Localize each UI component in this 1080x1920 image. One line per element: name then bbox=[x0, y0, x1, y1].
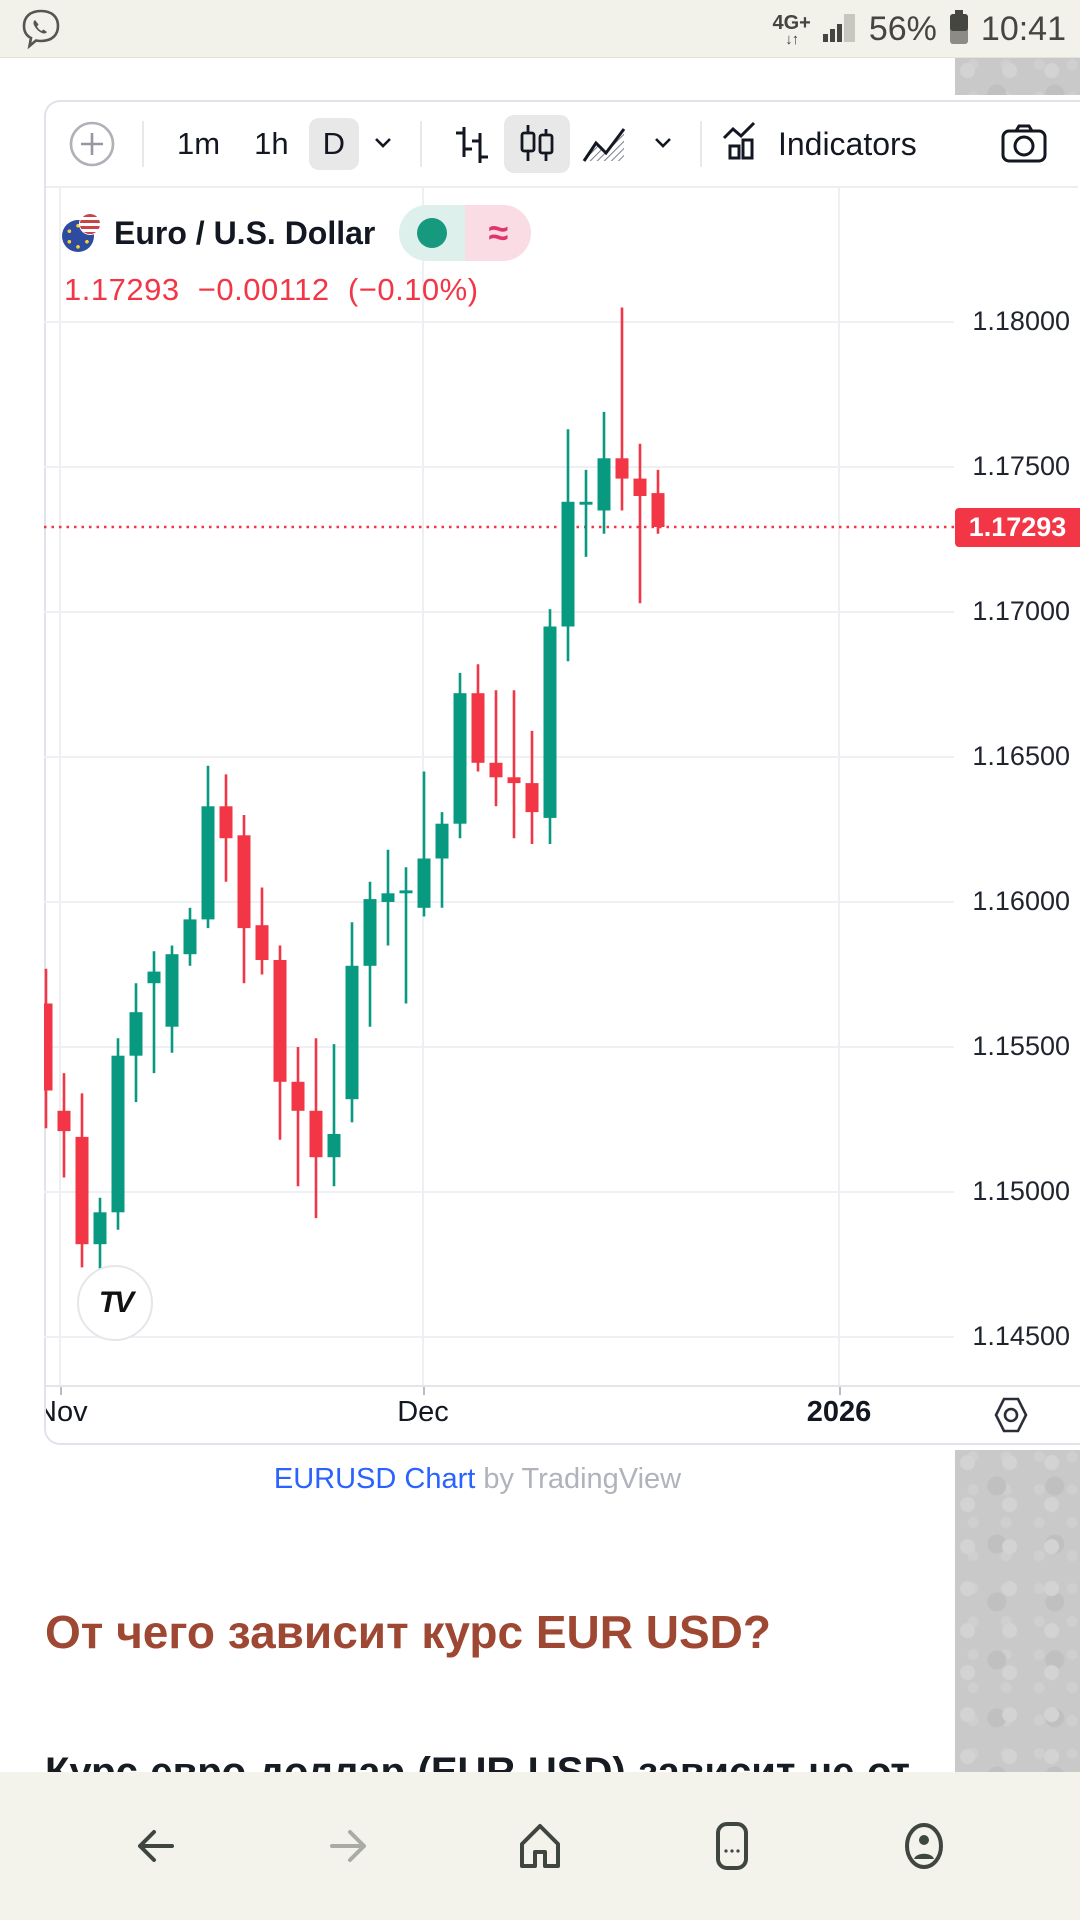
price-axis-label: 1.17500 bbox=[972, 451, 1070, 481]
market-open-dot-icon bbox=[417, 218, 448, 248]
interval-daily-button[interactable]: D bbox=[308, 118, 359, 170]
chevron-down-icon[interactable] bbox=[648, 127, 678, 162]
price-axis-label: 1.18000 bbox=[972, 306, 1070, 336]
price-axis-label: 1.14500 bbox=[972, 1321, 1070, 1351]
price-axis-label: 1.17000 bbox=[972, 596, 1070, 626]
last-price: 1.17293 bbox=[64, 272, 180, 307]
status-bar: 4G+ ↓↑ 56% 10:41 bbox=[0, 0, 1080, 58]
page-background-texture bbox=[955, 58, 1080, 95]
battery-icon bbox=[947, 7, 971, 52]
candlestick-chart[interactable] bbox=[44, 188, 1080, 1385]
network-type-indicator: 4G+ ↓↑ bbox=[772, 12, 811, 48]
price-axis-label: 1.16500 bbox=[972, 741, 1070, 771]
chart-toolbar: 1m 1h D bbox=[46, 102, 1078, 186]
viber-icon bbox=[18, 6, 64, 57]
last-price-badge: 1.17293 bbox=[955, 508, 1080, 548]
symbol-header[interactable]: Euro / U.S. Dollar ≈ bbox=[62, 205, 532, 261]
interval-1h-button[interactable]: 1h bbox=[254, 126, 289, 161]
back-arrow-icon[interactable] bbox=[126, 1816, 186, 1876]
time-axis-line bbox=[46, 1385, 1080, 1387]
eurusd-chart-link[interactable]: EURUSD Chart bbox=[273, 1463, 476, 1495]
time-axis-label: 2026 bbox=[806, 1396, 872, 1428]
time-axis-label: Dec bbox=[397, 1396, 449, 1428]
home-icon[interactable] bbox=[510, 1816, 570, 1876]
divider bbox=[46, 186, 1078, 188]
indicators-icon bbox=[718, 116, 766, 172]
price-change-row: 1.17293 −0.00112 (−0.10%) bbox=[64, 272, 479, 308]
price-change: −0.00112 bbox=[197, 272, 330, 307]
candles-style-icon[interactable] bbox=[503, 115, 570, 173]
tradingview-widget bbox=[44, 100, 1080, 1445]
clock: 10:41 bbox=[980, 9, 1066, 48]
area-style-icon[interactable] bbox=[570, 115, 642, 173]
article-heading: От чего зависит курс EUR USD? bbox=[45, 1606, 771, 1658]
time-axis-tick bbox=[423, 1387, 425, 1395]
profile-icon[interactable] bbox=[894, 1816, 954, 1876]
tabs-icon[interactable] bbox=[702, 1816, 762, 1876]
price-axis-label: 1.15500 bbox=[972, 1031, 1070, 1061]
divider bbox=[699, 121, 702, 167]
divider bbox=[142, 121, 144, 167]
forward-arrow-icon[interactable] bbox=[318, 1816, 378, 1876]
caption-attribution: by TradingView bbox=[475, 1463, 682, 1495]
page-background-texture bbox=[955, 1450, 1080, 1772]
symbol-name: Euro / U.S. Dollar bbox=[114, 214, 376, 251]
bars-style-icon[interactable] bbox=[438, 115, 504, 173]
eurusd-flag-icon bbox=[62, 214, 100, 252]
indicators-button[interactable]: Indicators bbox=[718, 116, 917, 172]
chart-settings-gear-icon[interactable] bbox=[988, 1392, 1034, 1443]
divider bbox=[419, 121, 422, 167]
add-symbol-button[interactable] bbox=[58, 114, 126, 174]
browser-nav-bar bbox=[0, 1772, 1080, 1920]
battery-percent: 56% bbox=[868, 9, 937, 48]
interval-1m-button[interactable]: 1m bbox=[177, 126, 221, 161]
price-axis-label: 1.15000 bbox=[972, 1176, 1070, 1206]
price-axis-label: 1.16000 bbox=[972, 886, 1070, 916]
time-axis-tick bbox=[60, 1387, 62, 1395]
approx-price-icon: ≈ bbox=[465, 205, 532, 261]
chevron-down-icon[interactable] bbox=[368, 127, 398, 162]
tradingview-logo[interactable]: TV bbox=[77, 1265, 153, 1341]
chart-caption: EURUSD Chart by TradingView bbox=[0, 1463, 955, 1496]
signal-icon bbox=[821, 8, 859, 51]
market-status-toggle[interactable]: ≈ bbox=[399, 205, 532, 261]
camera-icon[interactable] bbox=[988, 115, 1060, 173]
price-change-percent: (−0.10%) bbox=[347, 272, 479, 307]
indicators-label: Indicators bbox=[777, 125, 917, 162]
time-axis-label: Nov bbox=[46, 1396, 88, 1428]
time-axis-tick bbox=[839, 1387, 841, 1395]
